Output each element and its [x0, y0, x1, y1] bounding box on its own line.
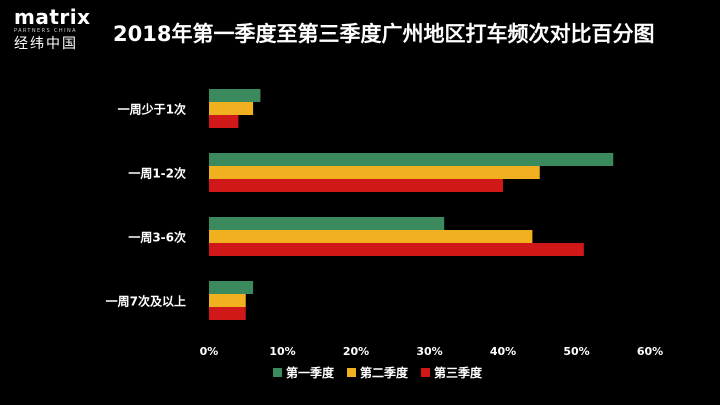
- bar-4-series-3: [209, 307, 246, 320]
- bar-2-series-2: [209, 166, 540, 179]
- x-tick-label: 60%: [637, 345, 663, 358]
- x-tick-label: 20%: [343, 345, 369, 358]
- bar-1-series-1: [209, 89, 261, 102]
- legend-swatch-3: [421, 368, 430, 377]
- x-tick-label: 30%: [416, 345, 442, 358]
- bar-4-series-2: [209, 294, 246, 307]
- logo-chinese-name: 经纬中国: [14, 36, 78, 52]
- bar-2-series-3: [209, 179, 503, 192]
- legend-label-1: 第一季度: [286, 365, 335, 380]
- category-label: 一周少于1次: [118, 102, 186, 117]
- logo-subtitle: PARTNERS CHINA: [14, 28, 77, 34]
- legend-swatch-2: [347, 368, 356, 377]
- bar-1-series-2: [209, 102, 254, 115]
- category-label: 一周1-2次: [128, 166, 186, 181]
- x-tick-label: 10%: [269, 345, 295, 358]
- matrix-logo: matrix PARTNERS CHINA 经纬中国: [14, 5, 91, 53]
- x-tick-label: 0%: [200, 345, 219, 358]
- bar-4-series-1: [209, 281, 254, 294]
- bar-3-series-1: [209, 217, 445, 230]
- category-label: 一周3-6次: [128, 230, 186, 245]
- category-label: 一周7次及以上: [106, 294, 186, 309]
- bar-1-series-3: [209, 115, 239, 128]
- legend-swatch-1: [273, 368, 282, 377]
- legend-label-2: 第二季度: [360, 365, 409, 380]
- x-tick-label: 40%: [490, 345, 516, 358]
- bar-3-series-2: [209, 230, 533, 243]
- legend-label-3: 第三季度: [434, 365, 483, 380]
- bar-2-series-1: [209, 153, 614, 166]
- chart-title: 2018年第一季度至第三季度广州地区打车频次对比百分图: [113, 22, 655, 46]
- logo-wordmark: matrix: [14, 5, 91, 29]
- bar-3-series-3: [209, 243, 584, 256]
- x-tick-label: 50%: [563, 345, 589, 358]
